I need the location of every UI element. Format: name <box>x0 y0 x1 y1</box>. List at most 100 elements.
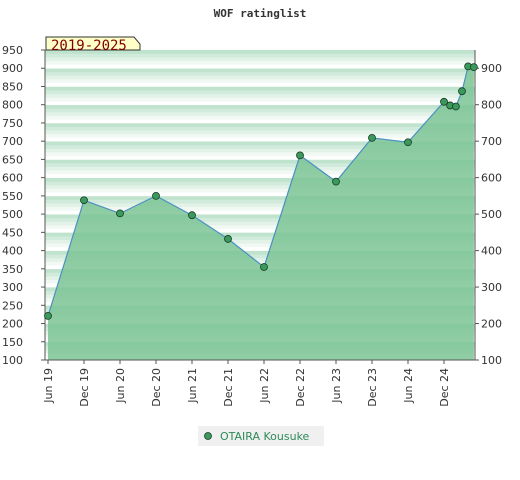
grid-band <box>45 177 475 182</box>
data-point <box>44 311 52 320</box>
data-point <box>116 209 124 218</box>
legend-box <box>198 426 324 446</box>
grid-band <box>45 195 475 200</box>
data-point <box>440 97 448 106</box>
x-tick-label: Jun 24 <box>402 368 415 404</box>
x-tick-label: Jun 19 <box>42 368 55 404</box>
legend-label: OTAIRA Kousuke <box>220 430 310 443</box>
data-point <box>260 263 268 271</box>
grid-band <box>45 79 475 84</box>
data-point <box>152 191 160 200</box>
y-tick-label-right: 700 <box>481 135 502 148</box>
grid-band <box>45 86 475 91</box>
data-point <box>80 196 88 205</box>
grid-band <box>45 152 475 157</box>
grid-band <box>45 166 475 171</box>
legend-marker <box>204 432 212 440</box>
grid-band <box>45 192 475 197</box>
grid-band <box>45 108 475 113</box>
grid-band <box>45 155 475 160</box>
y-tick-label-right: 200 <box>481 318 502 331</box>
grid-band <box>45 232 475 237</box>
legend: OTAIRA Kousuke <box>198 426 324 446</box>
grid-band <box>45 228 475 233</box>
grid-band <box>45 174 475 178</box>
y-tick-label-left: 450 <box>2 226 23 239</box>
data-point <box>296 151 304 160</box>
grid-band <box>45 159 475 164</box>
y-tick-label-left: 800 <box>2 99 23 112</box>
grid-band <box>45 119 475 124</box>
x-tick-label: Jun 21 <box>186 368 199 404</box>
y-tick-label-right: 600 <box>481 172 502 185</box>
y-tick-label-right: 300 <box>481 281 502 294</box>
chart-title: WOF ratinglist <box>214 7 307 20</box>
data-points <box>44 62 478 320</box>
period-badge-shape <box>45 36 141 51</box>
data-point <box>332 177 340 186</box>
grid-band <box>45 53 475 58</box>
axes: 100 150 200 250 300 350 400 450 500 550 600 650 700 7… <box>2 44 502 407</box>
y-tick-label-left: 100 <box>2 354 23 367</box>
grid-band <box>45 181 475 186</box>
y-tick-label-left: 650 <box>2 153 23 166</box>
x-tick-label: Jun 22 <box>258 368 271 404</box>
y-tick-label-left: 500 <box>2 208 23 221</box>
y-tick-label-right: 500 <box>481 208 502 221</box>
y-tick-label-right: 800 <box>481 99 502 112</box>
x-tick-label: Dec 24 <box>438 368 451 407</box>
x-tick-label: Dec 21 <box>222 368 235 407</box>
grid-band <box>45 71 475 76</box>
y-tick-label-right: 900 <box>481 62 502 75</box>
grid-band <box>45 217 475 222</box>
y-tick-label-left: 950 <box>2 44 23 57</box>
y-tick-label-left: 700 <box>2 135 23 148</box>
grid-band <box>45 93 475 98</box>
grid-band <box>45 257 475 262</box>
grid-band <box>45 199 475 204</box>
grid-band <box>45 250 475 255</box>
grid-band <box>45 115 475 120</box>
y-tick-label-left: 250 <box>2 299 23 312</box>
grid-band <box>45 184 475 189</box>
grid-band <box>45 112 475 116</box>
grid-band <box>45 188 475 193</box>
x-tick-label: Dec 22 <box>294 368 307 407</box>
data-point <box>368 133 376 142</box>
data-point <box>458 87 466 96</box>
grid-band <box>45 133 475 138</box>
grid-band <box>45 163 475 168</box>
y-tick-label-left: 750 <box>2 117 23 130</box>
data-point <box>451 102 460 111</box>
grid-band <box>45 50 475 54</box>
grid-band <box>45 246 475 251</box>
data-point <box>404 138 412 147</box>
grid-band <box>45 90 475 95</box>
grid-band <box>45 137 475 142</box>
x-tick-label: Dec 23 <box>366 368 379 407</box>
x-tick-label: Jun 23 <box>330 368 343 404</box>
x-tick-label: Dec 20 <box>150 368 163 407</box>
grid-band <box>45 126 475 131</box>
grid-band <box>45 97 475 102</box>
series-area <box>48 66 474 360</box>
grid-band <box>45 101 475 106</box>
grid-band <box>45 57 475 62</box>
data-point <box>224 235 232 243</box>
grid-band <box>45 221 475 226</box>
grid-band <box>45 75 475 80</box>
y-tick-label-left: 350 <box>2 263 23 276</box>
y-tick-label-left: 150 <box>2 336 23 349</box>
x-tick-label: Dec 19 <box>78 368 91 407</box>
grid-band <box>45 236 475 240</box>
grid-band <box>45 239 475 244</box>
grid-band <box>45 254 475 259</box>
grid-band <box>45 144 475 149</box>
grid-band <box>45 203 475 208</box>
grid-band <box>45 122 475 127</box>
y-tick-label-left: 900 <box>2 62 23 75</box>
y-tick-label-left: 600 <box>2 172 23 185</box>
grid-band <box>45 206 475 211</box>
period-badge: 2019-2025 <box>45 36 141 54</box>
